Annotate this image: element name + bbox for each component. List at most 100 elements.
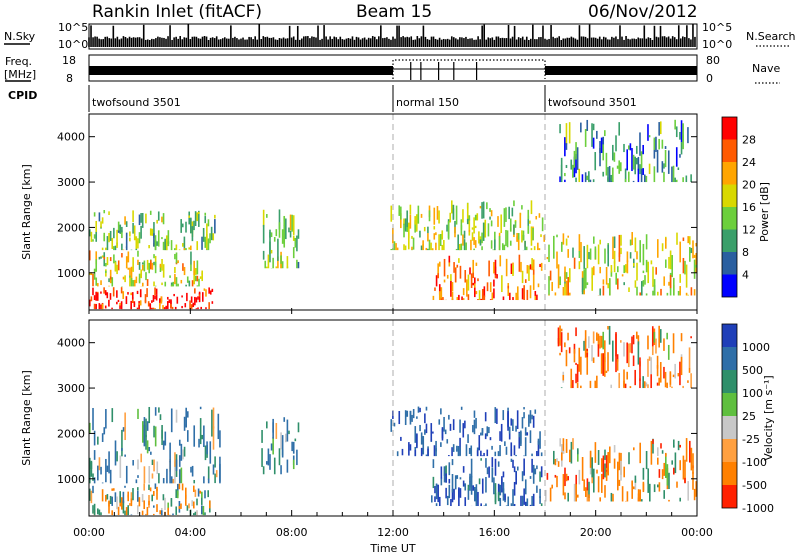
heat-cell: [418, 206, 420, 224]
heat-cell: [198, 212, 200, 214]
heat-cell: [671, 167, 673, 183]
heat-cell: [181, 468, 183, 484]
heat-cell: [583, 246, 585, 269]
heat-cell: [408, 223, 410, 239]
heat-cell: [493, 280, 495, 287]
heat-cell: [626, 343, 628, 364]
heat-cell: [521, 205, 523, 209]
heat-cell: [137, 291, 139, 294]
beam-title: Beam 15: [356, 2, 432, 22]
heat-cell: [118, 260, 120, 270]
heat-cell: [627, 491, 629, 501]
heat-cell: [657, 458, 659, 465]
heat-cell: [575, 374, 577, 383]
heat-cell: [145, 272, 147, 280]
heat-cell: [201, 435, 203, 439]
heat-cell: [424, 429, 426, 434]
x-tick-label: 16:00: [478, 526, 510, 539]
heat-cell: [596, 376, 598, 388]
heat-cell: [282, 435, 284, 457]
heat-cell: [139, 215, 141, 226]
colorbar-tick-label: 16: [742, 201, 756, 214]
heat-cell: [433, 226, 435, 229]
heat-cell: [575, 363, 577, 365]
colorbar-swatch: [722, 485, 737, 508]
heat-cell: [681, 357, 683, 375]
heat-cell: [499, 485, 501, 496]
heat-cell: [187, 505, 189, 510]
heat-cell: [161, 217, 163, 223]
heat-cell: [408, 442, 410, 455]
heat-cell: [161, 259, 163, 271]
heat-cell: [261, 448, 263, 467]
heat-cell: [107, 494, 109, 499]
heat-cell: [92, 505, 94, 513]
heat-cell: [559, 176, 561, 182]
heat-cell: [150, 211, 152, 215]
colorbar-tick-label: 4: [742, 269, 749, 282]
heat-cell: [548, 276, 550, 295]
heat-cell: [531, 454, 533, 456]
heat-cell: [588, 171, 590, 182]
y-tick-label: 1000: [57, 473, 85, 486]
heat-cell: [126, 246, 128, 250]
heat-cell: [488, 427, 490, 433]
heat-cell: [155, 407, 157, 416]
heat-cell: [457, 235, 459, 251]
heat-cell: [451, 447, 453, 456]
heat-cell: [523, 285, 525, 300]
heat-cell: [103, 210, 105, 213]
heat-cell: [484, 505, 486, 506]
heat-cell: [140, 226, 142, 239]
heat-cell: [498, 461, 500, 466]
heat-cell: [92, 239, 94, 241]
heat-cell: [142, 262, 144, 264]
heat-cell: [475, 418, 477, 429]
heat-cell: [603, 286, 605, 296]
heat-cell: [673, 375, 675, 377]
heat-cell: [575, 484, 577, 501]
heat-cell: [502, 243, 504, 250]
heat-cell: [182, 449, 184, 459]
heat-cell: [145, 214, 147, 224]
x-tick-label: 08:00: [276, 526, 308, 539]
heat-cell: [482, 455, 484, 456]
heat-cell: [192, 303, 194, 307]
heat-cell: [137, 487, 139, 490]
heat-cell: [100, 221, 102, 227]
heat-cell: [115, 246, 117, 250]
heat-cell: [436, 503, 438, 506]
heat-cell: [184, 303, 186, 307]
date-title: 06/Nov/2012: [588, 2, 698, 22]
heat-cell: [193, 425, 195, 446]
heat-cell: [145, 514, 147, 515]
heat-cell: [636, 263, 638, 281]
heat-cell: [188, 247, 190, 249]
heat-cell: [194, 297, 196, 305]
heat-cell: [684, 478, 686, 483]
heat-cell: [527, 226, 529, 234]
heat-cell: [161, 237, 163, 239]
heat-cell: [156, 220, 158, 224]
heat-cell: [285, 218, 287, 239]
heat-cell: [163, 441, 165, 450]
heat-cell: [594, 152, 596, 170]
heat-cell: [641, 499, 643, 501]
heat-cell: [689, 236, 691, 244]
heat-cell: [533, 274, 535, 290]
heat-cell: [569, 347, 571, 353]
heat-cell: [209, 233, 211, 243]
heat-cell: [95, 259, 97, 272]
colorbar-tick-label: 100: [742, 387, 763, 400]
heat-cell: [476, 291, 478, 294]
heat-cell: [195, 211, 197, 226]
heat-cell: [667, 293, 669, 296]
heat-cell: [604, 485, 606, 498]
heat-cell: [440, 442, 442, 447]
heat-cell: [105, 498, 107, 502]
heat-cell: [113, 488, 115, 490]
heat-cell: [208, 302, 210, 309]
heat-cell: [679, 498, 681, 502]
heat-cell: [644, 275, 646, 285]
heat-cell: [180, 219, 182, 233]
